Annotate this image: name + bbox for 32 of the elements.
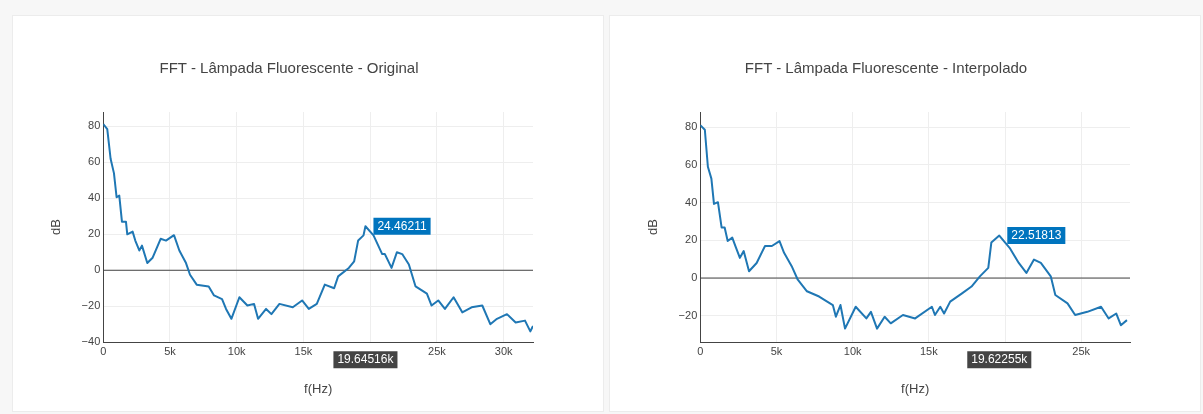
y-tick-label: 0	[691, 271, 698, 284]
y-tick-label: 60	[685, 157, 698, 170]
annotation: 22.51813	[1011, 227, 1062, 242]
x-tick-label: 30k	[494, 344, 513, 357]
annotation: 24.46211	[377, 218, 427, 233]
x-tick-label: 10k	[227, 344, 247, 357]
x-axis-title: f(Hz)	[304, 380, 333, 396]
y-tick-label: 20	[685, 233, 698, 246]
y-tick-label: 40	[88, 191, 101, 204]
y-axis-title: dB	[48, 219, 64, 236]
y-axis-title: dB	[645, 219, 661, 236]
chart-title: FFT - Lâmpada Fluorescente - Interpolado	[744, 59, 1028, 77]
x-axis-title: f(Hz)	[901, 380, 930, 396]
y-tick-label: −20	[678, 308, 698, 321]
y-tick-label: −40	[81, 335, 101, 348]
x-tick-label: 25k	[1072, 344, 1091, 357]
y-tick-label: 20	[88, 227, 101, 240]
y-tick-label: 80	[88, 119, 101, 132]
y-tick-label: 40	[685, 195, 698, 208]
x-tick-label: 15k	[919, 344, 939, 357]
x-tick-label: 15k	[294, 344, 313, 357]
y-tick-label: 60	[88, 155, 101, 168]
y-tick-label: −20	[81, 299, 101, 312]
y-tick-label: 0	[94, 263, 101, 276]
x-tick-label: 5k	[164, 344, 177, 357]
x-tick-label: 5k	[770, 344, 783, 357]
y-tick-label: 80	[685, 120, 698, 133]
chart-title: FFT - Lâmpada Fluorescente - Original	[159, 59, 419, 77]
text: 19.64516k	[337, 352, 395, 367]
x-tick-label: 10k	[843, 344, 863, 357]
x-tick-label: 25k	[428, 344, 447, 357]
text: 19.62255k	[971, 352, 1029, 367]
